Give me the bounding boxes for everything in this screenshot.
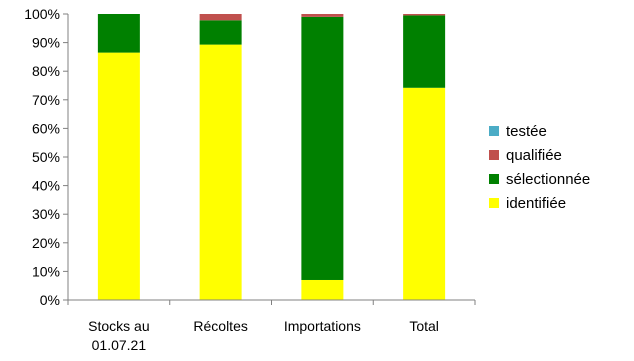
y-tick-label: 10% xyxy=(32,263,60,279)
bar-segment xyxy=(301,14,344,17)
bar-segment xyxy=(199,44,242,300)
y-tick-label: 70% xyxy=(32,92,60,108)
x-tick-label: Récoltes xyxy=(193,318,247,334)
bar-segment xyxy=(97,52,140,300)
legend-item: sélectionnée xyxy=(489,171,590,188)
bar-segment xyxy=(301,16,344,280)
y-tick-label: 40% xyxy=(32,178,60,194)
y-tick-label: 0% xyxy=(40,292,60,308)
x-tick-label: Stocks au 01.07.21 xyxy=(88,318,149,353)
legend-item: testée xyxy=(489,123,547,140)
y-tick-label: 90% xyxy=(32,35,60,51)
bar-segment xyxy=(403,14,446,16)
bars-group xyxy=(97,14,446,301)
x-tick-label: Total xyxy=(409,318,439,334)
legend-label: qualifiée xyxy=(506,147,562,164)
bar-segment xyxy=(199,14,242,21)
y-tick-label: 20% xyxy=(32,235,60,251)
bar-segment xyxy=(403,15,446,88)
legend-label: testée xyxy=(506,123,547,140)
y-tick-label: 80% xyxy=(32,63,60,79)
legend-item: identifiée xyxy=(489,195,566,212)
y-axis-tick-labels: 0% 10% 20% 30% 40% 50% 60% 70% 80% 90% 100% xyxy=(24,6,60,308)
y-tick-label: 100% xyxy=(24,6,60,22)
legend-item: qualifiée xyxy=(489,147,562,164)
legend-label: identifiée xyxy=(506,195,566,212)
legend: testée qualifiée sélectionnée identifiée xyxy=(489,123,590,212)
y-tick-label: 30% xyxy=(32,206,60,222)
legend-label: sélectionnée xyxy=(506,171,590,188)
bar-segment xyxy=(199,20,242,45)
legend-swatch xyxy=(489,150,499,160)
x-axis-tick-labels: Stocks au 01.07.21 Récoltes Importations Tot… xyxy=(88,318,439,353)
bar-segment xyxy=(97,14,140,53)
legend-swatch xyxy=(489,198,499,208)
bar-segment xyxy=(403,87,446,301)
bar-segment xyxy=(301,279,344,300)
y-tick-label: 50% xyxy=(32,149,60,165)
y-tick-label: 60% xyxy=(32,120,60,136)
legend-swatch xyxy=(489,126,499,136)
x-tick-label: Importations xyxy=(284,318,361,334)
legend-swatch xyxy=(489,174,499,184)
axes-group xyxy=(63,13,476,305)
